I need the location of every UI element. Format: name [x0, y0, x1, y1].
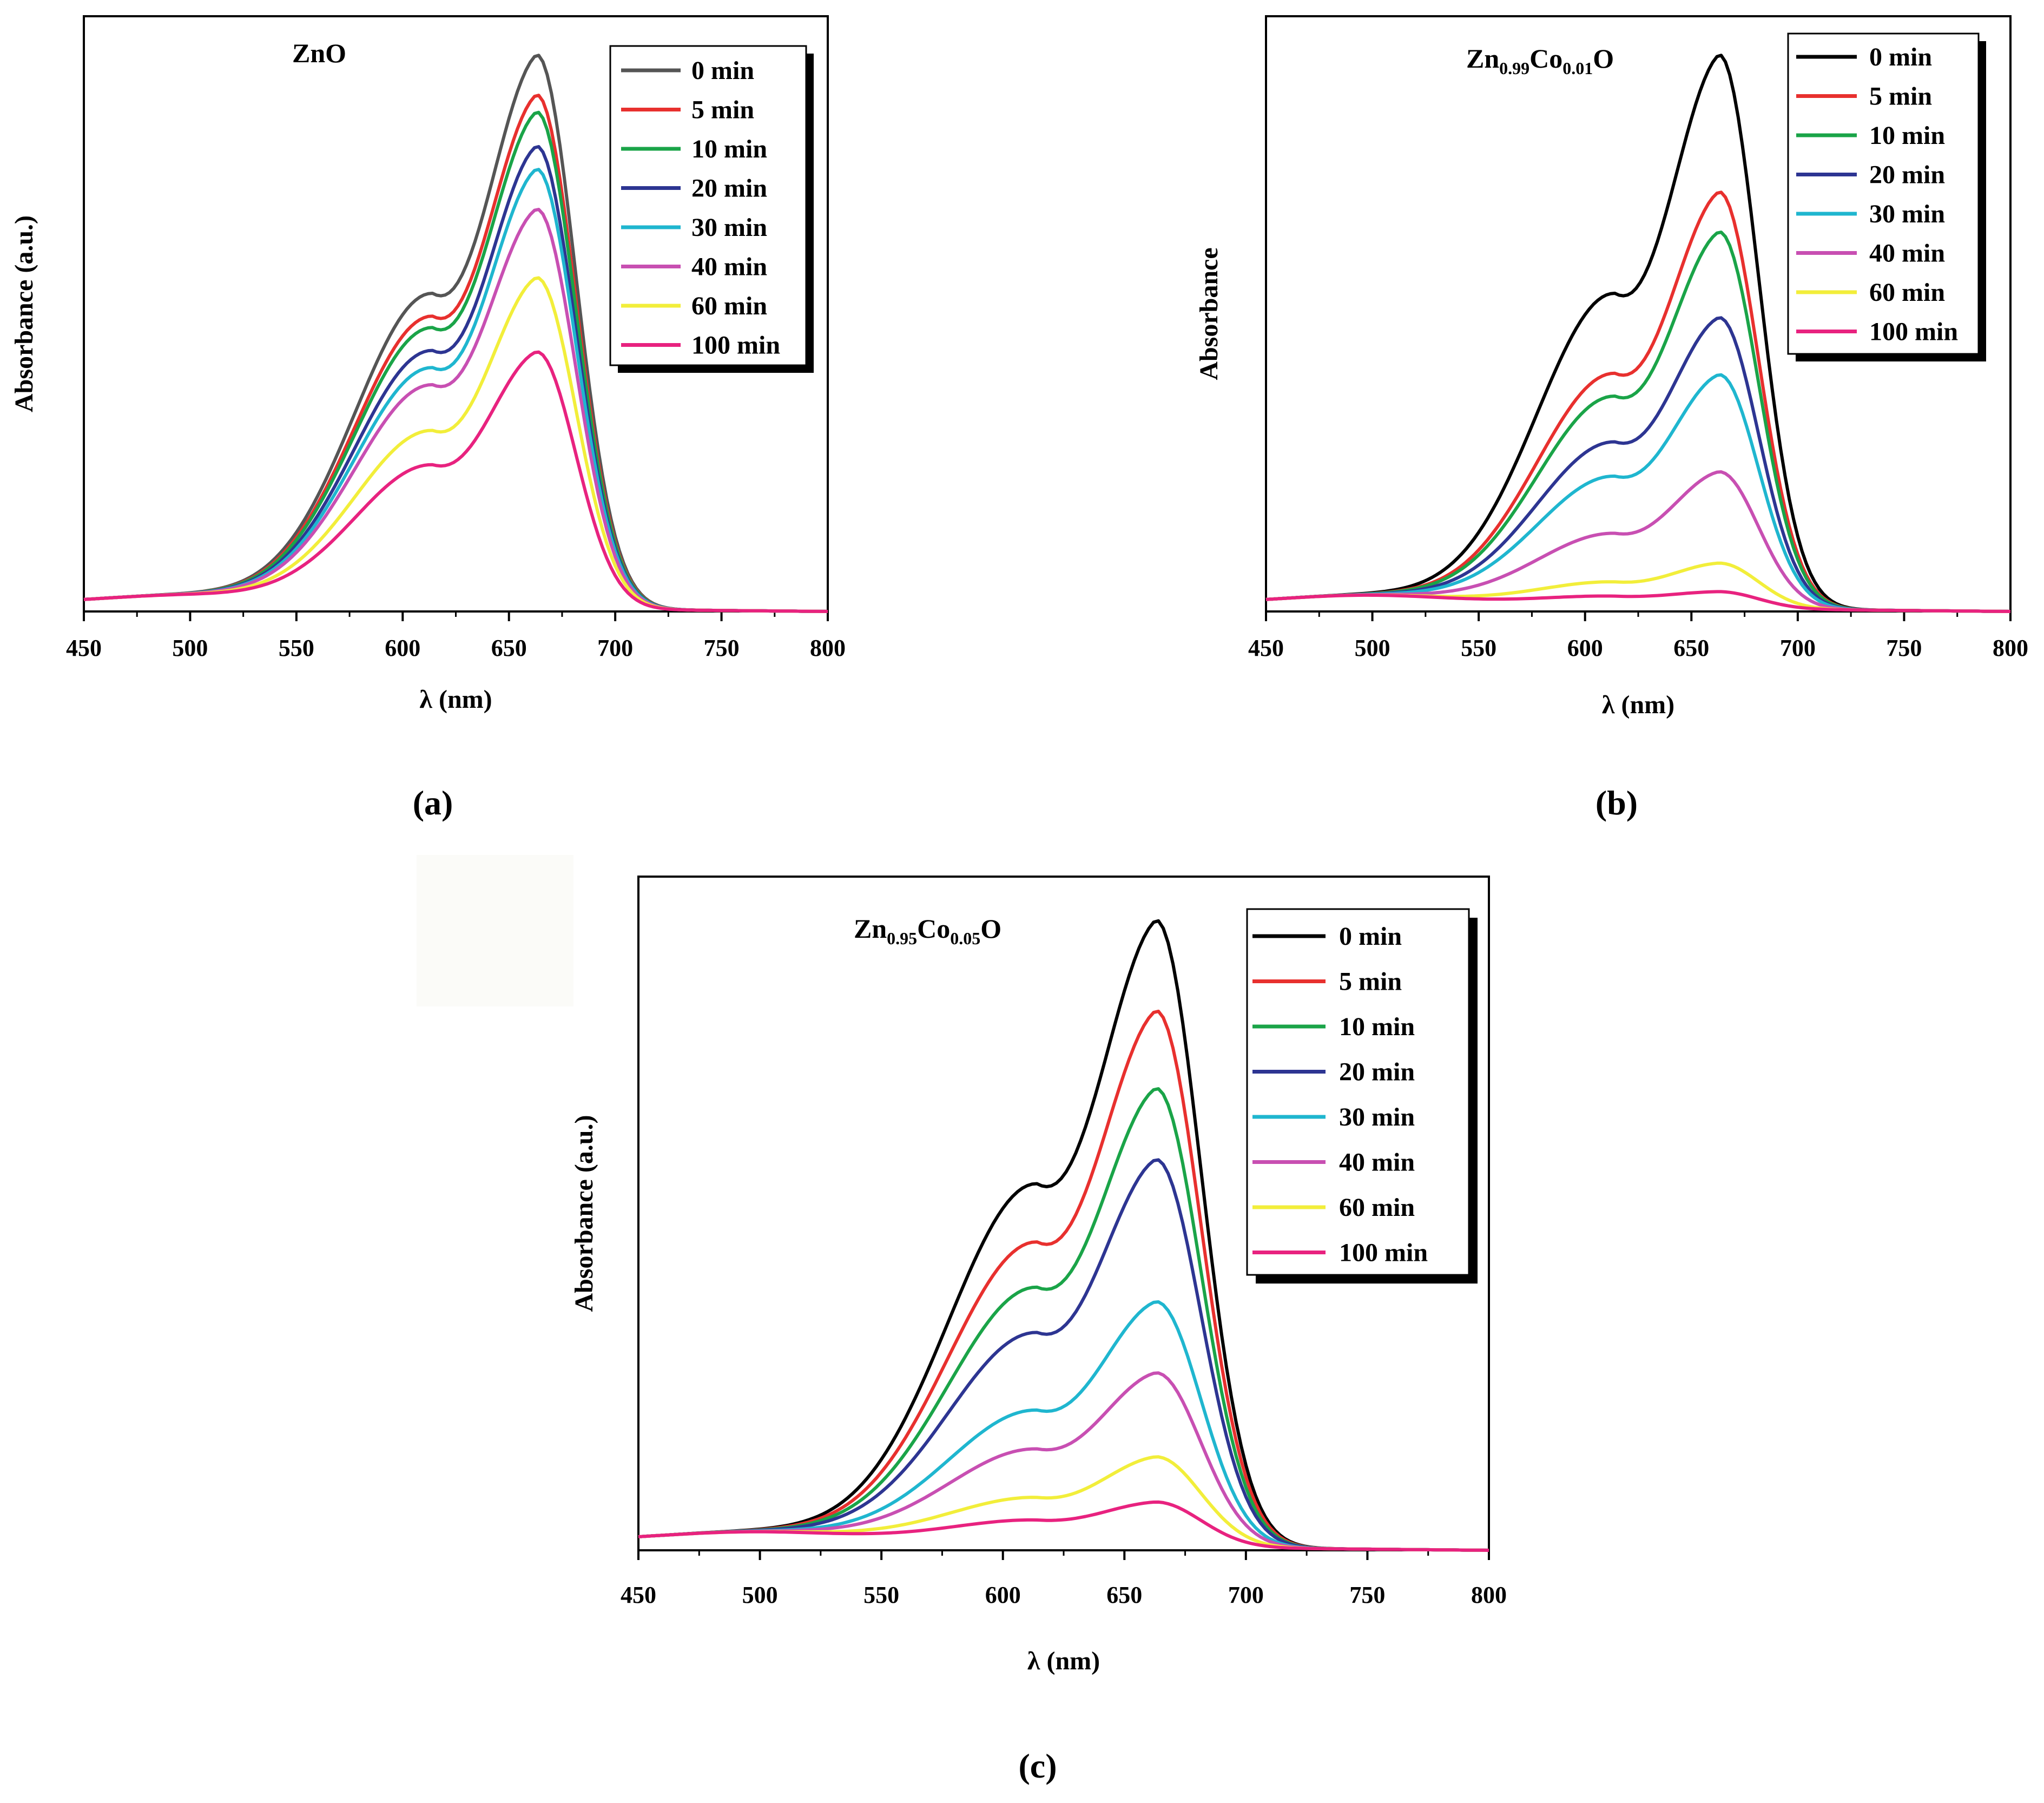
legend-label: 5 min [1339, 968, 1402, 996]
chart-panel-a: 450 500 550 600 650 700 750 800 λ (nm) Absorbance… [10, 15, 846, 714]
legend-label: 10 min [691, 135, 767, 163]
legend-label: 100 min [691, 331, 780, 360]
x-tick-label: 650 [1106, 1582, 1142, 1608]
legend-label: 20 min [1339, 1058, 1415, 1087]
legend-label: 5 min [1869, 82, 1932, 111]
x-axis-label: λ (nm) [1602, 690, 1674, 719]
legend-label: 0 min [1869, 43, 1932, 71]
panel-title: Zn0.95Co0.05O [854, 913, 1001, 948]
y-axis-label: Absorbance [1195, 247, 1223, 380]
x-tick-label: 800 [810, 635, 846, 661]
series-line-100-min [1265, 590, 2011, 613]
series-line-100-min [83, 350, 828, 613]
legend-label: 0 min [691, 56, 754, 85]
legend-label: 20 min [691, 174, 767, 203]
legend-label: 40 min [1339, 1148, 1415, 1177]
x-axis-label: λ (nm) [1027, 1647, 1100, 1675]
legend-label: 30 min [1339, 1103, 1415, 1131]
background-patch [417, 855, 573, 1006]
panel-title: ZnO [292, 38, 346, 68]
series-line-20-min [1265, 316, 2011, 613]
x-tick-label: 550 [863, 1582, 899, 1608]
x-tick-label: 750 [1349, 1582, 1385, 1608]
x-tick-label: 500 [742, 1582, 778, 1608]
legend-label: 100 min [1339, 1239, 1428, 1267]
series-line-60-min [638, 1455, 1489, 1552]
x-tick-label: 700 [1228, 1582, 1264, 1608]
x-tick-label: 650 [491, 635, 527, 661]
series-line-100-min [638, 1500, 1489, 1552]
caption-a: (a) [413, 784, 453, 822]
legend-label: 10 min [1869, 121, 1945, 150]
x-tick-label: 550 [1461, 635, 1496, 661]
caption-c: (c) [1018, 1747, 1057, 1785]
chart-panel-c: 450 500 550 600 650 700 750 800 λ (nm) Absorbance… [570, 876, 1507, 1675]
legend-label: 60 min [691, 292, 767, 320]
x-tick-label: 450 [66, 635, 102, 661]
x-tick-label: 500 [172, 635, 208, 661]
x-axis-label: λ (nm) [419, 685, 492, 714]
legend-box [609, 45, 807, 366]
y-axis-label: Absorbance (a.u.) [10, 215, 38, 412]
x-tick-label: 500 [1355, 635, 1390, 661]
y-axis-label: Absorbance (a.u.) [570, 1115, 598, 1312]
legend-label: 40 min [1869, 239, 1945, 268]
x-tick-label: 650 [1673, 635, 1709, 661]
legend-label: 30 min [1869, 200, 1945, 228]
x-tick-label: 600 [385, 635, 420, 661]
legend-box [1787, 32, 1980, 355]
x-tick-label: 700 [1780, 635, 1816, 661]
series-line-60-min [1265, 561, 2011, 613]
chart-panel-b: 450 500 550 600 650 700 750 800 λ (nm) Absorbance… [1195, 15, 2028, 719]
x-tick-label: 600 [1567, 635, 1603, 661]
series-line-40-min [638, 1371, 1489, 1552]
x-tick-label: 450 [621, 1582, 656, 1608]
series-line-30-min [1265, 373, 2011, 613]
panel-title: Zn0.99Co0.01O [1466, 43, 1614, 78]
series-line-30-min [638, 1300, 1489, 1552]
legend-box [1246, 908, 1470, 1276]
legend-label: 20 min [1869, 161, 1945, 189]
legend-label: 100 min [1869, 318, 1958, 346]
legend-label: 5 min [691, 96, 754, 124]
legend-label: 30 min [691, 213, 767, 242]
caption-b: (b) [1595, 784, 1638, 822]
x-tick-label: 750 [1886, 635, 1922, 661]
legend-label: 10 min [1339, 1012, 1415, 1041]
x-tick-label: 800 [1993, 635, 2028, 661]
x-tick-label: 450 [1248, 635, 1284, 661]
x-tick-label: 600 [985, 1582, 1021, 1608]
x-tick-label: 550 [279, 635, 314, 661]
legend-label: 40 min [691, 253, 767, 281]
legend-label: 60 min [1869, 278, 1945, 307]
x-tick-label: 750 [704, 635, 740, 661]
series-line-40-min [1265, 470, 2011, 613]
x-tick-label: 800 [1471, 1582, 1507, 1608]
legend-label: 0 min [1339, 922, 1402, 951]
x-tick-label: 700 [597, 635, 633, 661]
legend-label: 60 min [1339, 1193, 1415, 1222]
